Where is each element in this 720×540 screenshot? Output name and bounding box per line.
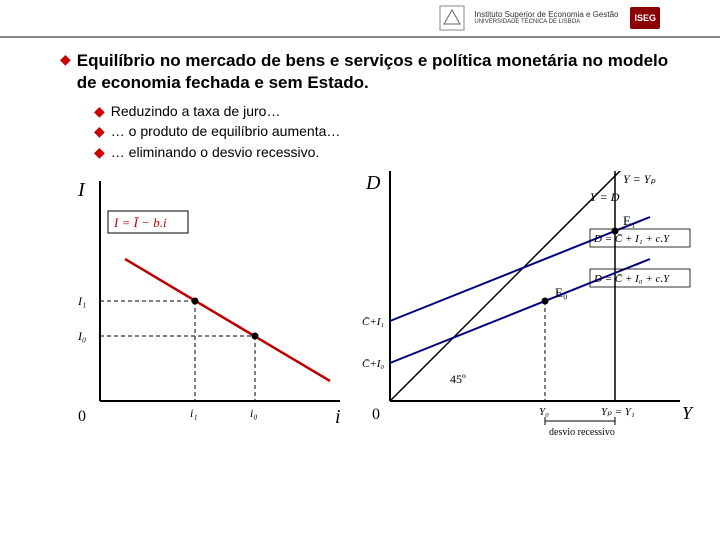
svg-text:C̄+I₁: C̄+I₁	[362, 316, 384, 328]
bullet-list: ◆ Reduzindo a taxa de juro… ◆ … o produto …	[94, 102, 680, 161]
list-item: ◆ … o produto de equilíbrio aumenta…	[94, 122, 680, 140]
svg-text:D: D	[365, 172, 381, 194]
list-item: ◆ Reduzindo a taxa de juro…	[94, 102, 680, 120]
crest-icon	[438, 4, 466, 32]
diamond-icon: ◆	[94, 122, 105, 140]
header-bar: Instituto Superior de Economia e Gestão …	[0, 0, 720, 38]
svg-text:Y = Yₚ: Y = Yₚ	[623, 172, 656, 186]
institution-logo: Instituto Superior de Economia e Gestão …	[438, 4, 618, 32]
svg-text:Yₚ = Y₁: Yₚ = Y₁	[601, 406, 635, 418]
svg-text:i: i	[335, 406, 341, 428]
svg-text:i₁: i₁	[190, 406, 198, 420]
svg-text:E₁: E₁	[623, 213, 635, 228]
bullet-text: … eliminando o desvio recessivo.	[111, 144, 320, 160]
investment-chart: Ii 0 I = Ī − b.i I₁ i₁ I₀ i₀	[60, 171, 360, 456]
svg-text:D = C̄ + I₁ + c.Y: D = C̄ + I₁ + c.Y	[593, 233, 671, 245]
inst-line1: Instituto Superior de Economia e Gestão	[474, 10, 618, 20]
svg-text:Y: Y	[682, 403, 694, 423]
inst-line2: UNIVERSIDADE TÉCNICA DE LISBOA	[474, 19, 618, 26]
svg-text:I₁: I₁	[77, 294, 86, 308]
diamond-icon: ◆	[94, 143, 105, 161]
svg-text:I: I	[77, 179, 86, 201]
svg-text:D = C̄ + I₀ + c.Y: D = C̄ + I₀ + c.Y	[593, 273, 671, 285]
svg-text:Y₀: Y₀	[539, 406, 549, 418]
demand-chart: D Y 0 Y = Yₚ 45º Y = D C̄+I₁ C̄+I₀ D = C̄ + I₁ +…	[360, 171, 700, 456]
svg-text:45º: 45º	[450, 372, 466, 386]
iseg-badge: ISEG	[630, 7, 660, 29]
svg-text:C̄+I₀: C̄+I₀	[362, 358, 384, 370]
title-row: ◆ Equilíbrio no mercado de bens e serviç…	[60, 50, 680, 94]
main-content: ◆ Equilíbrio no mercado de bens e serviç…	[0, 38, 720, 456]
diamond-icon: ◆	[94, 102, 105, 120]
svg-text:i₀: i₀	[250, 406, 258, 420]
svg-text:desvio recessivo: desvio recessivo	[549, 427, 615, 438]
right-chart-svg: D Y 0 Y = Yₚ 45º Y = D C̄+I₁ C̄+I₀ D = C̄ + I₁ +…	[360, 171, 700, 451]
svg-text:0: 0	[372, 406, 380, 423]
charts-row: Ii0I = Ī − b.iI₁i₁I₀i₀ DY0Y = Yₚ45ºY = D…	[60, 171, 680, 456]
list-item: ◆ … eliminando o desvio recessivo.	[94, 143, 680, 161]
svg-text:E₀: E₀	[555, 285, 567, 300]
svg-text:I = Ī − b.i: I = Ī − b.i	[113, 215, 167, 230]
svg-text:I₀: I₀	[77, 329, 86, 343]
diamond-icon: ◆	[60, 50, 71, 68]
svg-text:Y = D: Y = D	[590, 190, 620, 204]
left-chart-svg: Ii 0 I = Ī − b.i I₁ i₁ I₀ i₀	[60, 171, 360, 451]
bullet-text: … o produto de equilíbrio aumenta…	[111, 123, 341, 139]
bullet-text: Reduzindo a taxa de juro…	[111, 103, 281, 119]
svg-text:0: 0	[78, 408, 86, 425]
institution-text: Instituto Superior de Economia e Gestão …	[474, 10, 618, 27]
page-title: Equilíbrio no mercado de bens e serviços…	[77, 50, 680, 94]
